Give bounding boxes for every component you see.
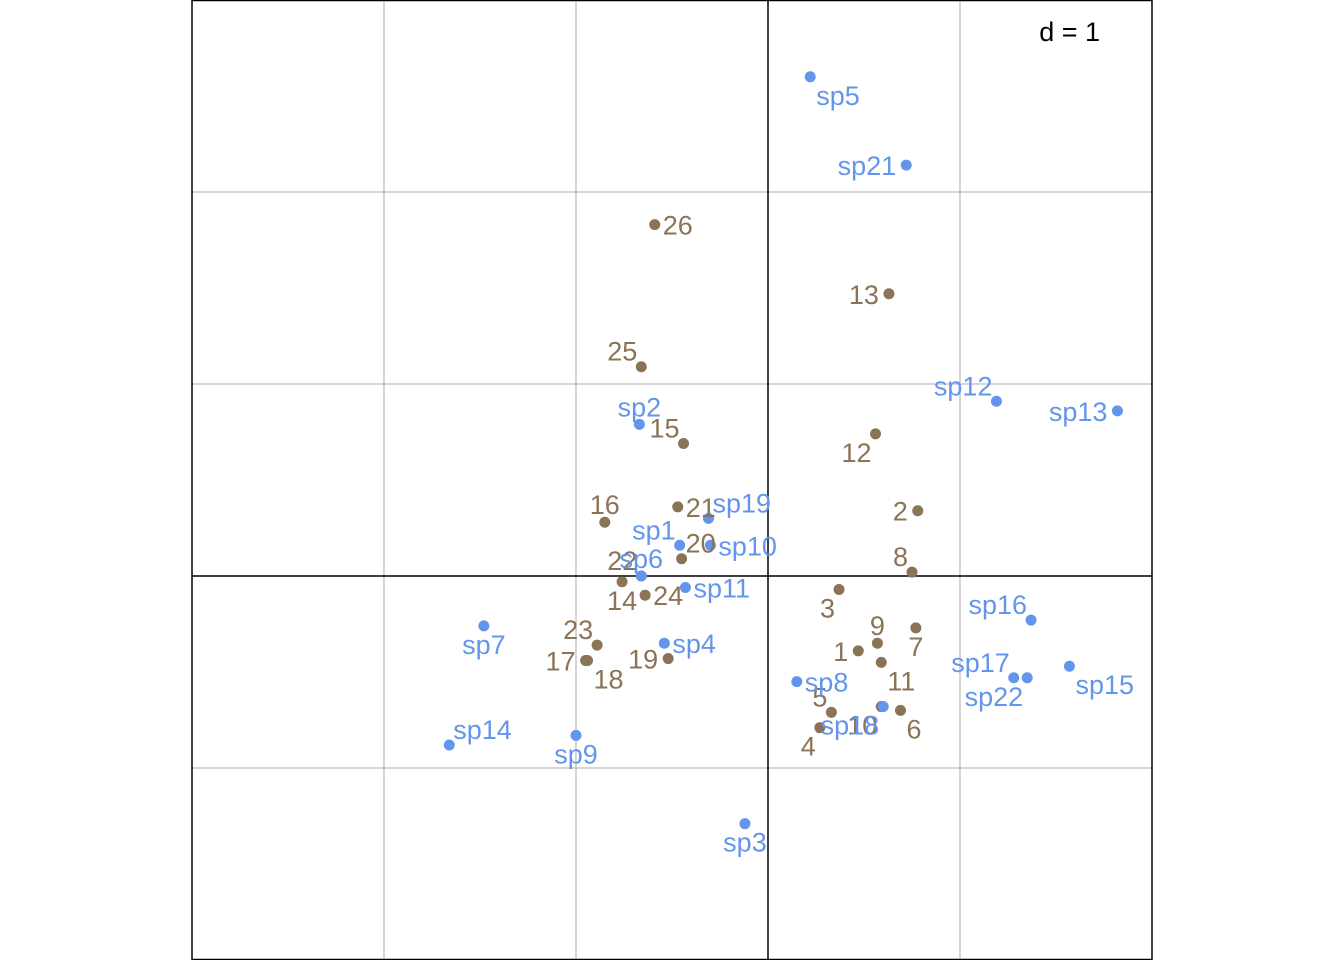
- sites-label: 21: [686, 493, 716, 523]
- sites-point: [639, 589, 651, 601]
- sites-label: 13: [849, 280, 879, 310]
- species-point: [791, 676, 803, 688]
- sites-label: 9: [870, 611, 885, 641]
- sites-point: [676, 553, 688, 565]
- species-label: sp13: [1049, 397, 1108, 427]
- sites-point: [833, 583, 845, 595]
- sites-label: 11: [887, 666, 915, 696]
- species-label: sp5: [816, 81, 860, 111]
- species-label: sp2: [618, 392, 662, 422]
- species-label: sp3: [723, 828, 767, 858]
- sites-label: 2: [893, 497, 908, 527]
- species-label: sp1: [632, 515, 676, 545]
- sites-label: 4: [801, 732, 816, 762]
- species-point: [877, 701, 889, 713]
- species-label: sp9: [554, 739, 598, 769]
- species-label: sp16: [968, 590, 1027, 620]
- species-point: [990, 395, 1002, 407]
- sites-label: 26: [663, 211, 693, 241]
- species-point: [739, 818, 751, 830]
- sites-label: 14: [607, 586, 637, 616]
- sites-point: [616, 576, 628, 588]
- species-label: sp15: [1075, 670, 1134, 700]
- species-point: [1111, 405, 1123, 417]
- origin-axes: [192, 0, 1152, 960]
- sites-label: 19: [628, 645, 658, 675]
- sites-point: [599, 516, 611, 528]
- sites-point: [582, 654, 594, 666]
- species-label: sp6: [620, 544, 664, 574]
- species-label: sp19: [712, 488, 771, 518]
- species-point: [633, 418, 645, 430]
- grid-lines: [192, 0, 1152, 960]
- species-point: [1008, 672, 1020, 684]
- species-label: sp17: [951, 648, 1010, 678]
- sites-point: [875, 656, 887, 668]
- species-label: sp21: [838, 151, 897, 181]
- sites-point: [852, 645, 864, 657]
- sites-label: 7: [908, 632, 923, 662]
- species-label: sp10: [718, 531, 777, 561]
- sites-point: [883, 288, 895, 300]
- species-point: [702, 512, 714, 524]
- sites-point: [672, 501, 684, 513]
- sites-label: 6: [906, 714, 921, 744]
- species-label: sp7: [462, 630, 506, 660]
- sites-label: 18: [594, 664, 624, 694]
- scale-label: d = 1: [1039, 17, 1100, 47]
- sites-point: [814, 722, 826, 734]
- sites-point: [912, 505, 924, 517]
- sites-label: 16: [590, 490, 620, 520]
- sites-label: 15: [649, 414, 679, 444]
- sites-point: [649, 219, 661, 231]
- sites-point: [591, 639, 603, 651]
- species-point: [635, 570, 647, 582]
- sites-label: 23: [563, 615, 593, 645]
- species-label: sp11: [693, 574, 750, 604]
- sites-label: 17: [546, 646, 576, 676]
- species-label: sp14: [453, 715, 512, 745]
- sites-label: 22: [607, 546, 637, 576]
- species-label: sp4: [672, 629, 716, 659]
- sites-label: 1: [833, 637, 848, 667]
- sites-point: [906, 566, 918, 578]
- species-point: [1021, 672, 1033, 684]
- species-label: sp22: [965, 682, 1024, 712]
- sites-label: 10: [847, 711, 877, 741]
- sites-point: [678, 438, 690, 450]
- species-point: [704, 539, 716, 551]
- sites-point: [894, 704, 906, 716]
- sites-point: [635, 361, 647, 373]
- sites-label: 20: [686, 529, 716, 559]
- data-marks: [443, 71, 1123, 830]
- species-point: [1025, 614, 1037, 626]
- species-label: sp8: [805, 668, 849, 698]
- sites-point: [910, 622, 922, 634]
- sites-point: [871, 637, 883, 649]
- sites-label: 25: [607, 337, 637, 367]
- species-point: [1063, 660, 1075, 672]
- species-point: [900, 159, 912, 171]
- sites-label: 24: [653, 581, 683, 611]
- sites-point: [870, 428, 882, 440]
- sites-point: [825, 706, 837, 718]
- data-labels: 1234567891011121314151617181920212223242…: [453, 81, 1134, 858]
- species-point: [443, 739, 455, 751]
- sites-label: 8: [893, 542, 908, 572]
- sites-label: 12: [841, 438, 871, 468]
- species-point: [658, 637, 670, 649]
- plot-background: [192, 0, 1152, 960]
- species-point: [570, 729, 582, 741]
- species-point: [804, 71, 816, 83]
- sites-label: 3: [820, 593, 835, 623]
- species-point: [674, 539, 686, 551]
- sites-label: 5: [812, 682, 827, 712]
- sites-point: [662, 653, 674, 665]
- species-point: [679, 582, 691, 594]
- species-label: sp12: [934, 371, 993, 401]
- species-point: [478, 620, 490, 632]
- species-label: sp18: [821, 711, 880, 741]
